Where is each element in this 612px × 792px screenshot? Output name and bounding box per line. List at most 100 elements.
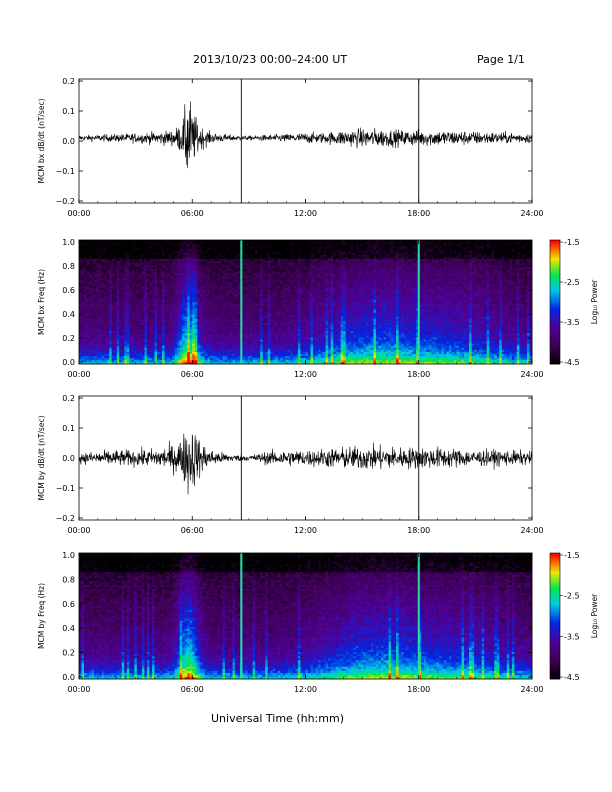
spectrogram-cell [167,343,170,345]
spectrogram-cell [89,290,92,292]
spectrogram-cell [180,248,183,250]
spectrogram-cell [97,354,100,356]
spectrogram-cell [104,288,107,290]
spectrogram-cell [92,347,95,349]
spectrogram-cell [215,267,218,269]
spectrogram-cell [155,259,158,261]
spectrogram-cell [109,343,112,345]
spectrogram-cell [268,290,271,292]
spectrogram-cell [137,347,140,349]
spectrogram-cell [79,281,82,283]
spectrogram-cell [112,352,115,354]
spectrogram-cell [87,310,90,312]
spectrogram-cell [119,263,122,265]
spectrogram-cell [250,329,253,331]
spectrogram-cell [230,265,233,267]
spectrogram-cell [155,257,158,259]
spectrogram-cell [197,242,200,244]
spectrogram-cell [210,310,213,312]
spectrogram-cell [160,331,163,333]
spectrogram-cell [190,314,193,316]
spectrogram-cell [87,304,90,306]
spectrogram-cell [230,296,233,298]
spectrogram-cell [89,316,92,318]
spectrogram-cell [273,275,276,277]
spectrogram-cell [132,271,135,273]
spectrogram-cell [243,298,246,300]
spectrogram-cell [177,290,180,292]
spectrogram-cell [172,356,175,358]
spectrogram-cell [160,281,163,283]
spectrogram-cell [225,306,228,308]
spectrogram-cell [253,279,256,281]
spectrogram-cell [278,263,281,265]
spectrogram-cell [233,248,236,250]
spectrogram-cell [177,356,180,358]
spectrogram-cell [112,298,115,300]
spectrogram-cell [99,306,102,308]
spectrogram-cell [89,300,92,302]
spectrogram-cell [162,306,165,308]
spectrogram-cell [167,263,170,265]
spectrogram-cell [200,292,203,294]
spectrogram-cell [165,350,168,352]
spectrogram-cell [200,331,203,333]
spectrogram-cell [190,275,193,277]
spectrogram-cell [268,252,271,254]
spectrogram-cell [102,283,105,285]
spectrogram-cell [117,250,120,252]
spectrogram-cell [222,257,225,259]
spectrogram-cell [238,275,241,277]
spectrogram-cell [197,341,200,343]
spectrogram-cell [230,331,233,333]
spectrogram-cell [114,263,117,265]
spectrogram-cell [97,335,100,337]
spectrogram-cell [215,296,218,298]
spectrogram-cell [87,360,90,362]
spectrogram-cell [139,252,142,254]
spectrogram-cell [102,302,105,304]
spectrogram-cell [177,261,180,263]
spectrogram-cell [245,277,248,279]
spectrogram-cell [212,335,215,337]
spectrogram-cell [268,265,271,267]
spectrogram-cell [172,294,175,296]
spectrogram-cell [84,341,87,343]
spectrogram-cell [89,360,92,362]
spectrogram-cell [260,327,263,329]
spectrogram-cell [102,323,105,325]
spectrogram-cell [177,277,180,279]
spectrogram-cell [142,314,145,316]
spectrogram-cell [185,331,188,333]
spectrogram-cell [270,254,273,256]
spectrogram-cell [280,263,283,265]
spectrogram-cell [165,319,168,321]
spectrogram-cell [182,261,185,263]
spectrogram-cell [157,345,160,347]
spectrogram-cell [92,321,95,323]
spectrogram-cell [227,283,230,285]
spectrogram-cell [187,246,190,248]
spectrogram-cell [280,337,283,339]
spectrogram-cell [200,333,203,335]
spectrogram-cell [180,343,183,345]
spectrogram-cell [225,265,228,267]
spectrogram-cell [142,350,145,352]
spectrogram-cell [230,343,233,345]
spectrogram-cell [202,341,205,343]
spectrogram-cell [170,360,173,362]
spectrogram-cell [207,352,210,354]
spectrogram-cell [112,250,115,252]
spectrogram-cell [197,283,200,285]
spectrogram-cell [215,292,218,294]
spectrogram-cell [155,267,158,269]
spectrogram-cell [124,312,127,314]
spectrogram-cell [182,298,185,300]
spectrogram-cell [175,269,178,271]
spectrogram-cell [270,267,273,269]
spectrogram-cell [117,261,120,263]
spectrogram-cell [127,337,130,339]
spectrogram-cell [185,304,188,306]
spectrogram-cell [210,250,213,252]
spectrogram-cell [129,248,132,250]
